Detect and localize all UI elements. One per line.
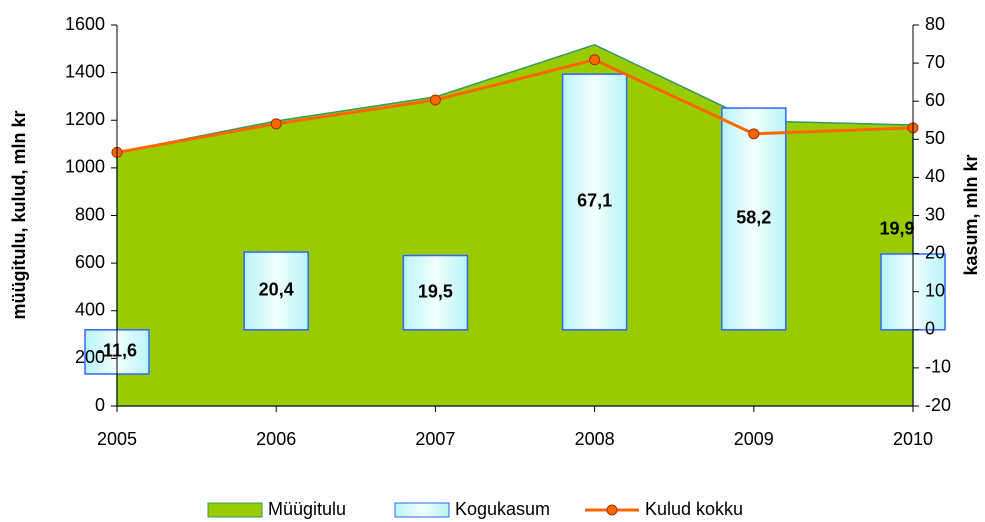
line-marker (748, 128, 760, 140)
line-marker (429, 94, 441, 106)
y2-tick-label: 20 (925, 242, 945, 262)
y2-tick-label: -10 (925, 357, 951, 377)
y2-tick-label: -20 (925, 395, 951, 415)
y-axis-label: müügitulu, kulud, mln kr (9, 111, 29, 320)
y2-tick-label: 40 (925, 166, 945, 186)
bar (561, 73, 628, 331)
y-tick-label: 800 (75, 204, 105, 224)
y-tick-label: 200 (75, 347, 105, 367)
area (116, 43, 914, 407)
value-label: 19,9 (879, 219, 914, 239)
y-tick-label: 600 (75, 252, 105, 272)
y-tick-label: 1200 (65, 109, 105, 129)
legend-swatch (207, 502, 263, 518)
y-tick-label: 0 (95, 395, 105, 415)
line-marker (589, 54, 601, 66)
x-tick-label: 2008 (575, 429, 615, 449)
y2-tick-label: 10 (925, 280, 945, 300)
value-label: 58,2 (736, 208, 771, 228)
y-tick-label: 1400 (65, 61, 105, 81)
legend-swatch (394, 502, 450, 518)
value-label: 19,5 (418, 281, 453, 301)
y2-tick-label: 50 (925, 128, 945, 148)
bar (402, 254, 469, 331)
y2-tick-label: 60 (925, 90, 945, 110)
y-tick-label: 400 (75, 300, 105, 320)
y2-tick-label: 0 (925, 319, 935, 339)
y-tick-label: 1600 (65, 14, 105, 34)
y2-axis-label: kasum, mln kr (961, 154, 981, 275)
x-tick-label: 2005 (97, 429, 137, 449)
x-tick-label: 2006 (256, 429, 296, 449)
y2-tick-label: 70 (925, 52, 945, 72)
line-marker (270, 118, 282, 130)
legend-label: Kulud kokku (645, 499, 743, 519)
x-tick-label: 2007 (415, 429, 455, 449)
value-label: 20,4 (259, 280, 294, 300)
y2-tick-label: 80 (925, 14, 945, 34)
x-tick-label: 2010 (893, 429, 933, 449)
legend-label: Kogukasum (455, 499, 550, 519)
y-tick-label: 1000 (65, 157, 105, 177)
line (116, 58, 914, 154)
bar (721, 107, 787, 331)
bar (243, 251, 309, 331)
y2-tick-label: 30 (925, 204, 945, 224)
value-label: 67,1 (577, 191, 612, 211)
legend-label: Müügitulu (268, 499, 346, 519)
x-tick-label: 2009 (734, 429, 774, 449)
legend-swatch (606, 504, 618, 516)
